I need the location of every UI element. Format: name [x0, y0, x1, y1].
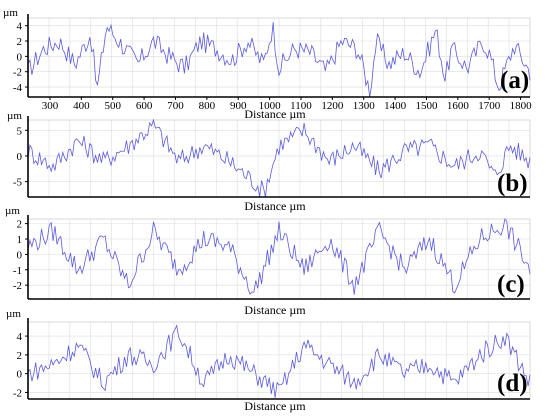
y-tick-label: -5	[13, 177, 23, 189]
x-tick-label: 1700	[478, 100, 501, 112]
x-tick-label: 700	[167, 100, 184, 112]
y-tick-label: -1	[13, 265, 22, 277]
panel-label: (c)	[497, 271, 525, 298]
y-unit-label: µm	[5, 205, 20, 217]
y-unit-label: µm	[6, 308, 21, 320]
x-tick-label: 1400	[384, 100, 407, 112]
panel-label: (b)	[497, 170, 528, 197]
y-unit-label: µm	[7, 110, 22, 122]
y-tick-label: -2	[13, 67, 22, 79]
y-tick-label: 4	[17, 331, 23, 343]
x-axis-label: Distance µm	[244, 303, 306, 317]
x-tick-label: 600	[136, 100, 153, 112]
y-tick-label: 5	[17, 125, 23, 137]
profile-line	[27, 22, 531, 98]
x-axis-label: Distance µm	[244, 107, 306, 121]
x-tick-label: 1000	[259, 100, 282, 112]
y-tick-label: 0	[17, 151, 23, 163]
x-tick-label: 300	[42, 100, 59, 112]
y-tick-label: 4	[17, 21, 23, 33]
x-tick-label: 500	[104, 100, 121, 112]
profile-panel-4: 4 2 0 -2 µm Distance µm (d)	[6, 308, 531, 413]
y-tick-label: 2	[17, 36, 23, 48]
y-tick-label: 2	[17, 350, 23, 362]
y-tick-label: -2	[13, 387, 22, 399]
x-tick-label: 400	[73, 100, 90, 112]
profile-line	[27, 118, 531, 198]
y-unit-label: µm	[3, 7, 18, 19]
y-tick-label: -2	[13, 280, 22, 292]
profile-panel-1: 4 2 0 -2 -4 300 400 500 600 700 800 900 1000 1100 1200…	[3, 7, 532, 121]
x-tick-label: 1500	[415, 100, 438, 112]
profile-panel-3: 2 1 0 -1 -2 µm Distance µm (c)	[5, 205, 531, 317]
y-tick-label: 0	[17, 369, 23, 381]
x-tick-label: 800	[199, 100, 216, 112]
x-tick-label: 1800	[510, 100, 533, 112]
profile-line	[27, 324, 531, 398]
panel-label: (d)	[497, 370, 528, 397]
y-tick-label: 2	[17, 219, 23, 231]
profile-panel-2: 5 0 -5 µm Distance µm (b)	[7, 110, 531, 213]
x-axis-label: Distance µm	[244, 399, 306, 413]
x-axis-label: Distance µm	[244, 199, 306, 213]
y-tick-label: -4	[13, 82, 23, 94]
x-tick-label: 900	[230, 100, 247, 112]
profile-line	[27, 218, 531, 295]
x-tick-label: 1100	[290, 100, 312, 112]
x-tick-label: 1300	[353, 100, 376, 112]
x-tick-label: 1600	[447, 100, 470, 112]
x-tick-label: 1200	[321, 100, 344, 112]
y-tick-label: 0	[17, 249, 23, 261]
y-tick-label: 0	[17, 51, 23, 63]
panel-label: (a)	[500, 67, 529, 94]
y-tick-label: 1	[17, 234, 23, 246]
